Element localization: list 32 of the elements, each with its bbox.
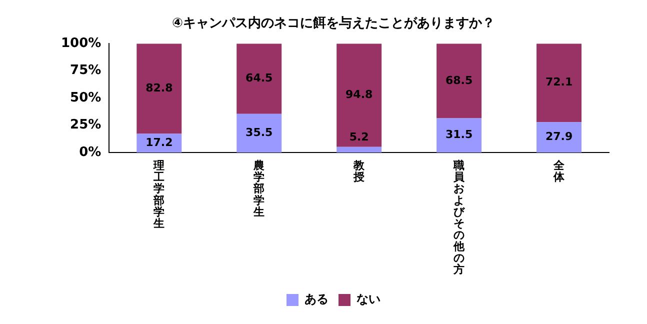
bar <box>236 44 282 114</box>
data-label: 82.8 <box>146 82 173 95</box>
x-tick-label: 教授 <box>352 159 366 184</box>
legend-label: ない <box>356 292 380 306</box>
y-tick-label: 100% <box>60 36 102 51</box>
y-tick-label: 25% <box>70 118 102 133</box>
data-label: 72.1 <box>545 76 573 89</box>
bar <box>336 146 382 152</box>
legend-label: ある <box>304 292 328 306</box>
x-tick-label: 農学部学生 <box>252 159 265 218</box>
chart-title: ④キャンパス内のネコに餌を与えたことがありますか？ <box>172 16 496 32</box>
data-label: 31.5 <box>445 128 473 142</box>
y-tick-label: 50% <box>70 90 102 106</box>
data-label: 5.2 <box>349 130 369 144</box>
data-label: 68.5 <box>445 74 473 87</box>
x-tick-label: 理工学部学生 <box>152 159 165 230</box>
bar <box>536 122 582 152</box>
data-label: 27.9 <box>545 130 573 144</box>
y-tick-label: 0% <box>79 144 102 160</box>
data-label: 35.5 <box>246 126 273 140</box>
x-tick-label: 全体 <box>552 159 566 184</box>
data-label: 94.8 <box>346 88 373 102</box>
bar <box>536 44 582 122</box>
bar <box>136 44 182 134</box>
data-label: 64.5 <box>246 72 273 85</box>
y-tick-label: 75% <box>70 63 102 78</box>
data-label: 17.2 <box>146 136 173 149</box>
bar <box>236 114 282 152</box>
bar <box>336 44 382 147</box>
category-label: 職員およびその他の方 <box>454 159 465 276</box>
bar <box>436 118 482 152</box>
bar <box>436 44 482 118</box>
